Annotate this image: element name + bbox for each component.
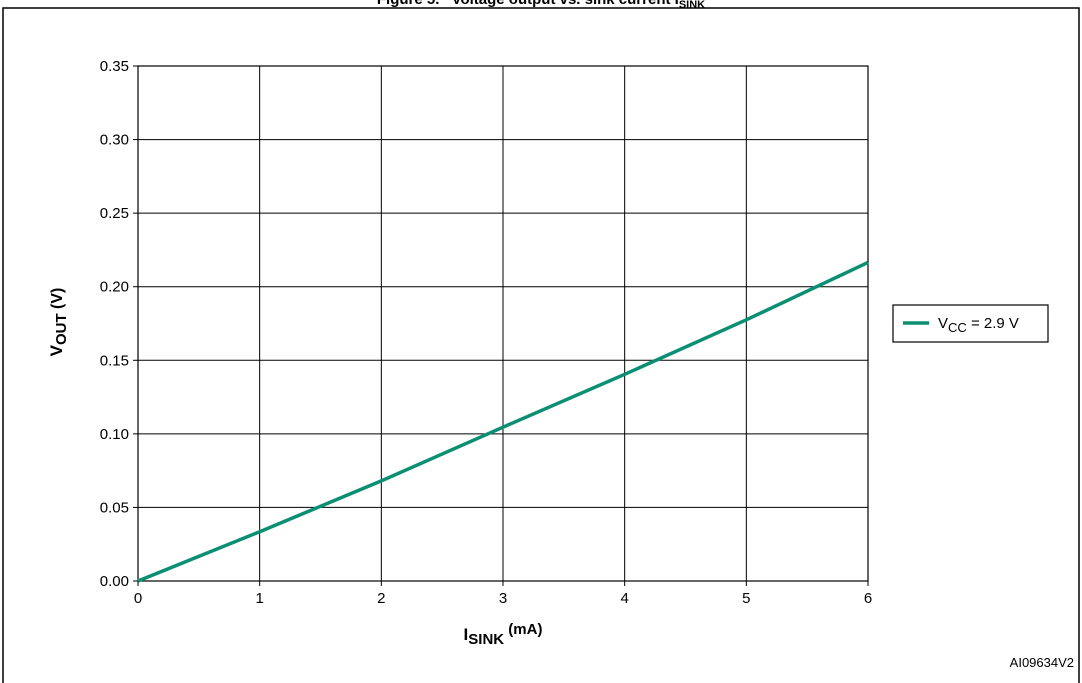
x-tick-label: 1	[255, 590, 263, 607]
figure-title-subscript: SINK	[679, 0, 705, 11]
y-axis-title-unit: (V)	[49, 288, 66, 314]
x-tick-label: 0	[134, 590, 142, 607]
figure-title-text: Voltage output vs. sink current I	[452, 0, 679, 8]
x-axis-title-unit: (mA)	[504, 621, 542, 638]
legend-entry-main: V	[938, 315, 948, 332]
legend-entry: VCC = 2.9 V	[938, 315, 1019, 335]
x-tick-label: 2	[377, 590, 385, 607]
y-tick-label: 0.05	[100, 499, 129, 516]
x-axis: 0 1 2 3 4 5 6	[134, 581, 872, 607]
series-line-vcc-2.9v	[137, 260, 869, 583]
y-tick-label: 0.00	[100, 573, 129, 590]
y-tick-label: 0.30	[100, 132, 129, 149]
y-axis-title: VOUT (V)	[47, 288, 70, 357]
y-axis-title-sub: OUT	[53, 313, 70, 345]
grid	[138, 66, 868, 581]
y-tick-label: 0.10	[100, 426, 129, 443]
y-axis-title-main: V	[47, 344, 66, 356]
plot-area	[137, 65, 869, 582]
y-axis: 0.00 0.05 0.10 0.15 0.20 0.25 0.30 0.35	[100, 58, 138, 590]
legend-entry-rest: = 2.9 V	[967, 315, 1019, 332]
x-axis-title: ISINK (mA)	[464, 621, 543, 648]
y-tick-label: 0.20	[100, 279, 129, 296]
legend: VCC = 2.9 V	[892, 304, 1049, 343]
y-tick-label: 0.15	[100, 352, 129, 369]
figure-title-number: Figure 5.	[377, 0, 440, 8]
x-axis-title-sub: SINK	[468, 631, 504, 648]
figure-id: AI09634V2	[1010, 655, 1074, 670]
y-tick-label: 0.25	[100, 205, 129, 222]
x-tick-label: 4	[620, 590, 628, 607]
y-tick-label: 0.35	[100, 58, 129, 75]
legend-entry-sub: CC	[948, 320, 967, 335]
x-tick-label: 3	[499, 590, 507, 607]
x-tick-label: 6	[864, 590, 872, 607]
figure-title: Figure 5. Voltage output vs. sink curren…	[377, 0, 705, 11]
figure-frame	[2, 7, 1080, 683]
series-group	[137, 260, 869, 583]
x-tick-label: 5	[742, 590, 750, 607]
x-axis-title-main: I	[464, 625, 469, 644]
